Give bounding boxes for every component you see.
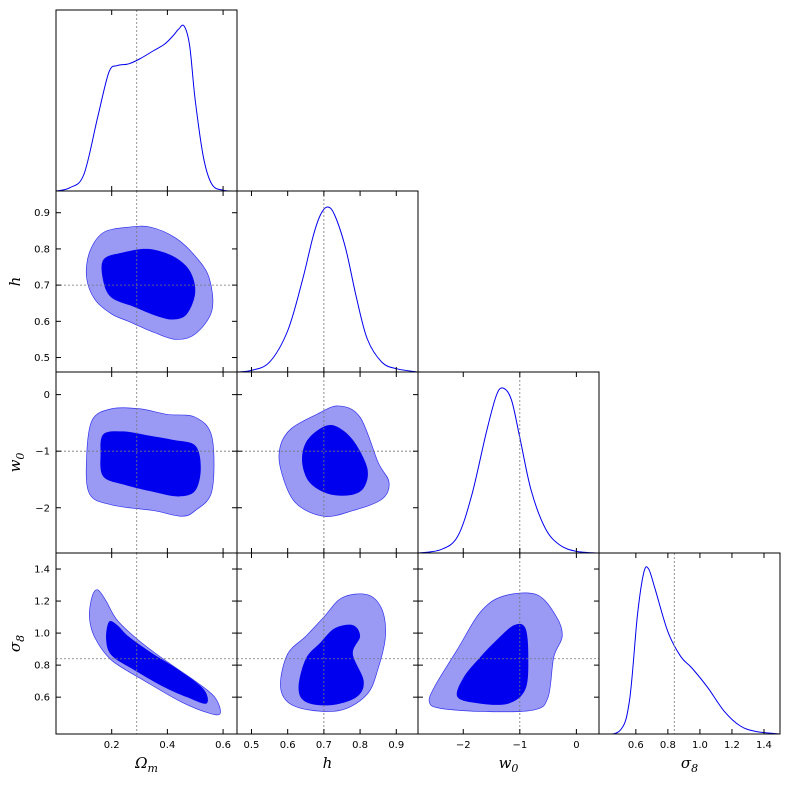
y-tick-label: 1.2 — [34, 597, 50, 608]
panel-content — [237, 191, 418, 372]
panel-w0-om: −2 −1 0 — [35, 371, 238, 554]
panel-content — [56, 10, 237, 191]
x-tick-label: 1.2 — [724, 740, 740, 751]
panel-content — [56, 372, 237, 553]
panel-content — [56, 553, 237, 734]
y-tick-label: 1.0 — [34, 629, 50, 640]
axis-label-main: σ — [681, 754, 692, 772]
axis-label-main: h — [6, 277, 24, 287]
x-axis-label-s8: σ8 — [681, 754, 698, 775]
panel-om-om — [55, 9, 238, 192]
axis-label-main: Ω — [134, 754, 147, 772]
x-tick-label: 0.8 — [352, 740, 368, 751]
panel-s8-s8: 0.6 0.8 1.0 1.2 1.4 — [598, 552, 781, 751]
y-tick-label: 0.9 — [34, 208, 50, 219]
panel-frame — [55, 9, 238, 192]
x-tick-label: 0.9 — [388, 740, 404, 751]
panel-content — [418, 372, 599, 553]
marginal-pdf-h — [237, 206, 418, 372]
marginal-pdf-w0 — [418, 387, 599, 553]
y-tick-label: 1.4 — [34, 565, 50, 576]
axis-label-subscript: 8 — [14, 635, 27, 642]
y-tick-label: 0.8 — [34, 244, 50, 255]
contour-68-w0-h — [302, 424, 368, 496]
x-tick-label: 0.6 — [215, 740, 231, 751]
panel-w0-w0 — [417, 371, 600, 554]
x-tick-label: 0.6 — [280, 740, 296, 751]
y-tick-label: 0.7 — [34, 281, 50, 292]
y-tick-label: 0 — [44, 390, 50, 401]
x-axis-label-w0: w0 — [499, 754, 519, 775]
contour-68-s8-om — [106, 621, 208, 704]
axis-label-subscript: 0 — [511, 762, 518, 775]
x-tick-label: 1.4 — [756, 740, 772, 751]
panel-h-h — [236, 190, 419, 373]
y-axis-label-h: h — [6, 277, 24, 287]
y-tick-label: 0.8 — [34, 661, 50, 672]
contour-68-s8-w0 — [456, 623, 529, 705]
contour-68-h-om — [101, 248, 196, 320]
contour-68-s8-h — [298, 624, 364, 706]
axis-label-main: h — [323, 754, 333, 772]
marginal-pdf-s8 — [599, 566, 780, 734]
x-tick-label: 0.5 — [244, 740, 260, 751]
y-axis-label-w0: w0 — [6, 453, 27, 473]
panel-content — [599, 553, 780, 734]
y-tick-label: −1 — [35, 447, 50, 458]
panel-w0-h — [236, 371, 419, 554]
panel-content — [237, 553, 418, 734]
panel-content — [237, 372, 418, 553]
panel-s8-om: 0.2 0.4 0.6 0.6 0.8 1.0 1.2 1.4 — [34, 552, 238, 751]
axis-label-main: w — [499, 754, 512, 772]
y-tick-label: 0.6 — [34, 317, 50, 328]
x-tick-label: 0 — [573, 740, 579, 751]
contour-68-w0-om — [100, 431, 201, 497]
panel-frame — [417, 371, 600, 554]
panel-s8-w0: −2 −1 0 — [417, 552, 600, 751]
axis-label-main: σ — [6, 641, 24, 652]
x-tick-label: −2 — [456, 740, 471, 751]
x-tick-label: 0.6 — [628, 740, 644, 751]
axis-label-subscript: 8 — [691, 762, 698, 775]
panel-content — [418, 553, 599, 734]
y-tick-label: −2 — [35, 503, 50, 514]
panel-s8-h: 0.5 0.6 0.7 0.8 0.9 — [236, 552, 419, 751]
axis-label-subscript: 0 — [14, 453, 27, 460]
panel-content — [56, 191, 237, 372]
y-axis-label-s8: σ8 — [6, 635, 27, 652]
marginal-pdf-om — [56, 24, 237, 191]
x-tick-label: 1.0 — [692, 740, 708, 751]
panel-h-om: 0.5 0.6 0.7 0.8 0.9 — [34, 190, 238, 373]
panel-frame — [598, 552, 781, 735]
x-axis-label-h: h — [323, 754, 333, 772]
panel-frame — [236, 190, 419, 373]
axis-label-main: w — [6, 459, 24, 472]
x-tick-label: 0.4 — [159, 740, 175, 751]
x-tick-label: 0.2 — [104, 740, 120, 751]
x-axis-label-om: Ωm — [134, 754, 158, 775]
axis-label-subscript: m — [148, 762, 158, 775]
y-tick-label: 0.5 — [34, 353, 50, 364]
y-tick-label: 0.6 — [34, 693, 50, 704]
x-tick-label: −1 — [512, 740, 527, 751]
x-tick-label: 0.7 — [316, 740, 332, 751]
x-tick-label: 0.8 — [660, 740, 676, 751]
